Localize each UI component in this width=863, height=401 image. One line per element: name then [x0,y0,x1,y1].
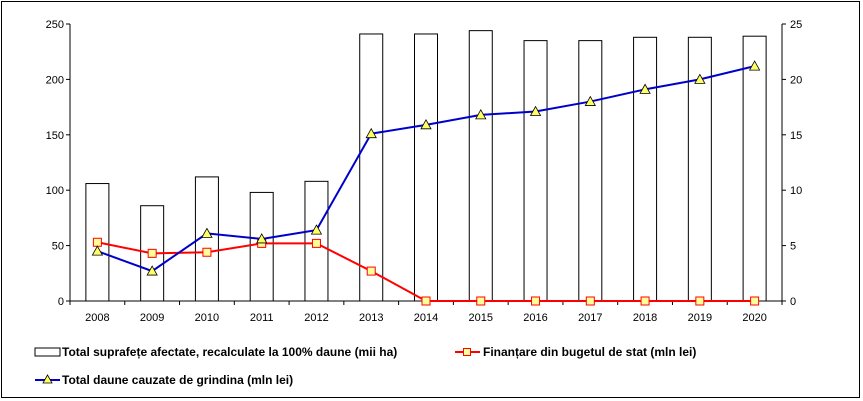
x-tick-label: 2010 [195,312,219,324]
legend-label-blue: Total daune cauzate de grindina (mln lei… [62,373,293,387]
triangle-marker [256,233,268,244]
square-marker [695,296,705,306]
legend-swatch-blue-marker [42,374,53,384]
triangle-marker [91,245,104,256]
square-marker [640,296,650,306]
x-tick-label: 2018 [633,312,657,324]
x-tick-label: 2009 [140,312,164,324]
triangle-marker [201,227,213,238]
triangle-marker [420,119,432,130]
y-left-tick-label: 100 [46,185,64,197]
y-left-tick-label: 50 [52,241,64,253]
x-tick-label: 2008 [85,312,109,324]
bar [194,176,219,302]
square-marker [147,248,157,258]
y-left-tick-label: 150 [46,130,64,142]
bar [523,40,548,302]
square-marker [531,296,541,306]
x-tick-label: 2020 [742,312,766,324]
square-marker [311,238,321,248]
bar [414,33,438,302]
legend-swatch-bar [34,347,61,357]
x-tick-label: 2011 [250,312,274,324]
bar [359,33,384,302]
triangle-marker [639,83,651,94]
legend-label-red: Finanțare din bugetul de stat (mln lei) [483,345,696,359]
square-marker [92,237,102,247]
y-left-tick-label: 0 [58,296,64,308]
square-marker [750,296,760,306]
y-right-tick-label: 20 [790,74,802,86]
square-marker [421,296,431,306]
triangle-marker [365,127,377,139]
x-tick-label: 2012 [304,312,328,324]
legend-swatch-red-marker [463,348,471,356]
x-tick-label: 2016 [523,312,547,324]
square-marker [366,266,376,276]
x-tick-label: 2019 [688,312,712,324]
y-left-tick-label: 200 [46,74,64,86]
y-right-tick-label: 10 [790,185,802,197]
x-tick-label: 2017 [578,312,602,324]
square-marker [476,296,486,306]
x-tick-label: 2015 [469,312,493,324]
y-right-tick-label: 15 [790,130,802,142]
square-marker [202,247,212,257]
bar [742,35,767,302]
x-tick-label: 2013 [359,312,383,324]
triangle-marker [529,105,542,116]
y-right-tick-label: 5 [790,241,796,253]
y-right-tick-label: 0 [790,296,796,308]
triangle-marker [146,265,158,276]
triangle-marker [310,224,323,235]
x-tick-label: 2014 [414,312,438,324]
triangle-marker [748,60,761,71]
legend-label-bar: Total suprafețe afectate, recalculate la… [62,345,397,359]
triangle-marker [584,95,596,106]
triangle-marker [694,73,706,84]
bar [578,40,603,302]
y-right-tick-label: 25 [790,19,802,31]
bar [633,36,658,302]
triangle-marker [475,109,487,120]
square-marker [585,296,595,306]
y-left-tick-label: 250 [46,19,64,31]
bar [468,30,493,302]
